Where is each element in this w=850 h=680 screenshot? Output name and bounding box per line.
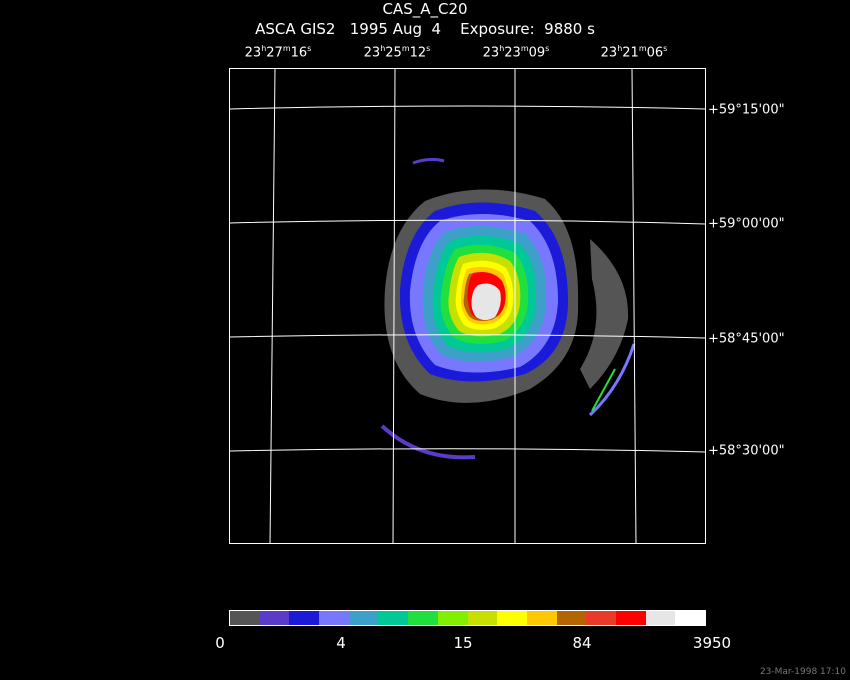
colorbar-swatch (378, 611, 409, 625)
colorbar-label: 3950 (692, 634, 732, 652)
ra-label: 23h23m09s (482, 44, 550, 61)
colorbar-swatch (437, 611, 468, 625)
dec-label: +59°15'00" (708, 102, 785, 118)
coordinate-grid (230, 69, 705, 543)
colorbar-swatch (467, 611, 498, 625)
ra-label: 23h25m12s (363, 44, 431, 61)
colorbar-swatch (615, 611, 646, 625)
image-title: CAS_A_C20 (382, 0, 468, 18)
observation-subtitle: ASCA GIS2 1995 Aug 4 Exposure: 9880 s (255, 20, 595, 38)
ra-label: 23h21m06s (600, 44, 668, 61)
colorbar-label: 4 (336, 634, 346, 652)
dec-label: +58°45'00" (708, 331, 785, 347)
colorbar (229, 610, 706, 626)
colorbar-label: 0 (215, 634, 225, 652)
colorbar-swatch (497, 611, 527, 625)
colorbar-swatch (408, 611, 438, 625)
colorbar-swatch (526, 611, 557, 625)
outer-ring-arcs (380, 157, 636, 460)
colorbar-swatch (675, 611, 705, 625)
colorbar-swatch (556, 611, 587, 625)
colorbar-swatch (319, 611, 349, 625)
colorbar-swatch (348, 611, 379, 625)
ra-label: 23h27m16s (244, 44, 312, 61)
xray-image (230, 69, 705, 543)
colorbar-swatch (586, 611, 616, 625)
colorbar-swatch (289, 611, 320, 625)
colorbar-label: 15 (453, 634, 473, 652)
colorbar-swatch (230, 611, 260, 625)
plot-timestamp: 23-Mar-1998 17:10 (759, 667, 846, 677)
source-contours (399, 202, 568, 382)
colorbar-swatch (259, 611, 290, 625)
dec-label: +58°30'00" (708, 443, 785, 459)
dec-label: +59°00'00" (708, 216, 785, 232)
colorbar-swatch (645, 611, 676, 625)
xray-image-panel[interactable] (229, 68, 706, 544)
colorbar-label: 84 (572, 634, 592, 652)
